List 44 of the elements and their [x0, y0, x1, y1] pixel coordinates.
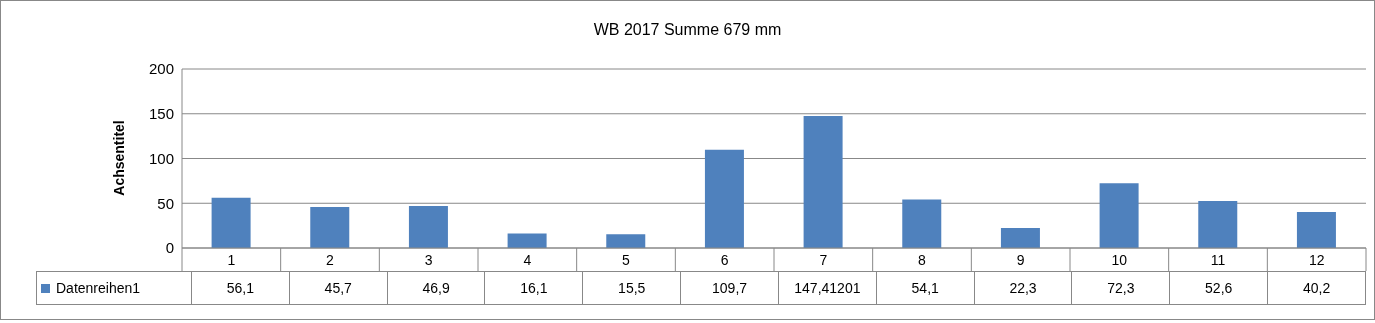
- bar: [1198, 200, 1238, 248]
- data-label: 52,6: [1169, 271, 1268, 305]
- y-axis-title: Achsentitel: [111, 120, 127, 196]
- bar: [1099, 183, 1139, 248]
- data-label: 147,41201: [778, 271, 877, 305]
- x-tick-label: 2: [326, 252, 335, 268]
- bar: [803, 116, 843, 248]
- data-label: 45,7: [289, 271, 388, 305]
- y-tick-label: 0: [165, 239, 174, 257]
- data-label: 72,3: [1071, 271, 1170, 305]
- x-tick-label: 1: [227, 252, 236, 268]
- bar: [211, 197, 251, 248]
- x-tick-label: 9: [1016, 252, 1025, 268]
- bar: [310, 207, 350, 248]
- bar: [902, 199, 942, 248]
- y-tick-label: 150: [148, 105, 174, 123]
- x-tick-label: 10: [1111, 252, 1128, 268]
- bar: [1000, 228, 1040, 248]
- data-label: 15,5: [582, 271, 681, 305]
- data-label: 16,1: [484, 271, 583, 305]
- chart-title: WB 2017 Summe 679 mm: [592, 21, 783, 39]
- data-label: 109,7: [680, 271, 779, 305]
- x-tick-label: 4: [523, 252, 532, 268]
- bar: [606, 234, 646, 248]
- x-tick-label: 12: [1308, 252, 1325, 268]
- data-label: 54,1: [876, 271, 975, 305]
- x-tick-label: 3: [424, 252, 433, 268]
- bar: [408, 206, 448, 248]
- y-tick-label: 100: [148, 149, 174, 167]
- y-tick-label: 200: [148, 60, 174, 78]
- y-tick-label: 50: [157, 194, 174, 212]
- data-label: 40,2: [1267, 271, 1366, 305]
- bar: [507, 233, 547, 248]
- x-tick-label: 7: [819, 252, 828, 268]
- bar: [1296, 212, 1336, 248]
- x-tick-label: 5: [622, 252, 631, 268]
- data-label: 46,9: [387, 271, 485, 305]
- data-label: 22,3: [974, 271, 1072, 305]
- legend-label: Datenreihen1: [36, 271, 192, 305]
- x-tick-label: 6: [720, 252, 729, 268]
- x-tick-label: 11: [1210, 252, 1226, 268]
- bar: [704, 149, 744, 248]
- x-tick-label: 8: [918, 252, 927, 268]
- data-label: 56,1: [191, 271, 290, 305]
